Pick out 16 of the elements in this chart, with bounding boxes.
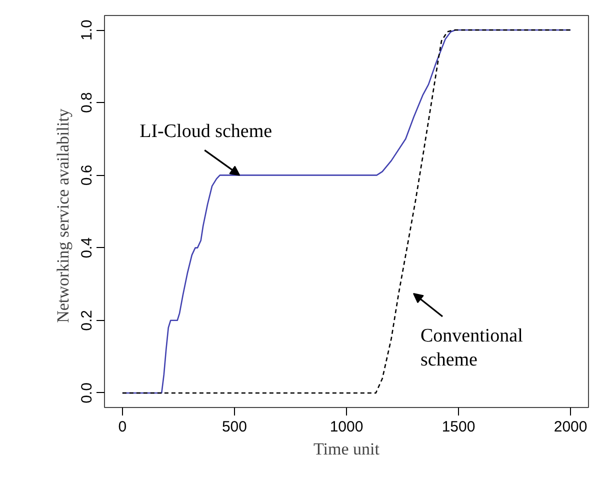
annotation: Conventional scheme — [420, 326, 523, 370]
y-tick-label: 0.0 — [78, 382, 96, 404]
x-tick-label: 2000 — [554, 418, 588, 436]
y-tick-label: 0.2 — [78, 310, 96, 331]
y-tick-label: 1.0 — [78, 20, 96, 40]
x-tick-label: 0 — [118, 418, 127, 436]
x-tick-label: 1000 — [330, 418, 364, 436]
annotation: LI-Cloud scheme — [140, 121, 272, 142]
x-tick-label: 1500 — [442, 418, 476, 436]
y-axis-title: Networking service availability — [54, 108, 72, 323]
x-tick-label: 500 — [222, 418, 247, 436]
y-tick-label: 0.8 — [78, 92, 96, 114]
y-tick-label: 0.6 — [78, 164, 96, 186]
x-axis-title: Time unit — [314, 440, 380, 458]
y-tick-label: 0.4 — [78, 237, 96, 258]
line-series — [122, 29, 572, 394]
